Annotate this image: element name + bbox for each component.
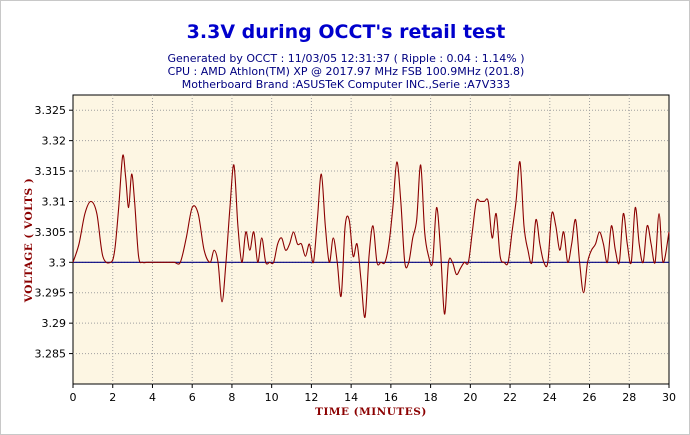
y-tick-label: 3.3 (49, 256, 67, 269)
x-tick-label: 24 (543, 391, 557, 404)
series-group (72, 154, 670, 318)
series-line (72, 154, 670, 318)
x-tick-label: 8 (228, 391, 235, 404)
y-tick-label: 3.295 (35, 287, 67, 300)
x-tick-label: 18 (424, 391, 438, 404)
x-tick-label: 26 (583, 391, 597, 404)
x-tick-label: 30 (662, 391, 676, 404)
x-tick-label: 22 (503, 391, 517, 404)
y-tick-label: 3.29 (42, 317, 67, 330)
chart-subtitle-line: Generated by OCCT : 11/03/05 12:31:37 ( … (168, 52, 525, 65)
y-tick-label: 3.31 (42, 195, 67, 208)
x-tick-label: 20 (463, 391, 477, 404)
y-tick-label: 3.285 (35, 348, 67, 361)
y-tick-label: 3.315 (35, 165, 67, 178)
y-tick-label: 3.305 (35, 226, 67, 239)
x-tick-label: 28 (622, 391, 636, 404)
y-axis-label: VOLTAGE ( VOLTS ) (23, 178, 35, 303)
x-tick-label: 0 (70, 391, 77, 404)
x-tick-label: 14 (344, 391, 358, 404)
x-tick-label: 6 (189, 391, 196, 404)
x-tick-label: 12 (304, 391, 318, 404)
chart-subtitle-line: Motherboard Brand :ASUSTeK Computer INC.… (182, 78, 511, 91)
y-tick-label: 3.32 (42, 135, 67, 148)
x-tick-label: 4 (149, 391, 156, 404)
y-tick-label: 3.325 (35, 104, 67, 117)
x-tick-label: 2 (109, 391, 116, 404)
x-axis-label: TIME (MINUTES) (315, 406, 427, 418)
axis-ticks: 0 2 4 6 8 10 12 14 16 18 20 22 24 26 28 303.2853.293.29… (35, 104, 677, 404)
x-tick-label: 10 (265, 391, 279, 404)
x-tick-label: 16 (384, 391, 398, 404)
grid-lines (73, 95, 669, 384)
chart-subtitle-line: CPU : AMD Athlon(TM) XP @ 2017.97 MHz FS… (168, 65, 525, 78)
chart-title: 3.3V during OCCT's retail test (187, 21, 506, 43)
